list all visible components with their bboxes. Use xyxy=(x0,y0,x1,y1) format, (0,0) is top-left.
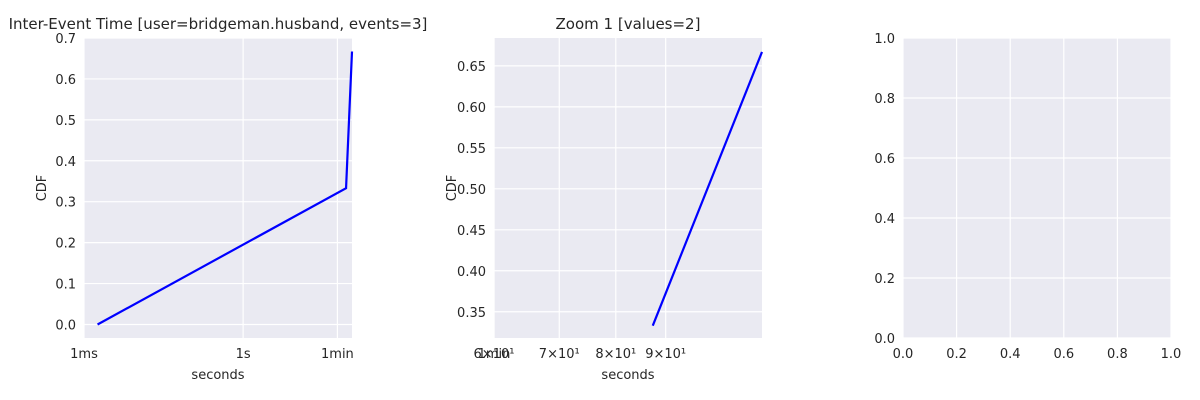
cdf-line xyxy=(97,51,354,326)
x-tick-label: 1.0 xyxy=(1161,347,1182,362)
subplot: 0.0 0.2 0.4 0.6 0.8 1.0 0.0 0.2 0.4 0.6 0.8 1.0 xyxy=(874,32,1181,362)
plot-background xyxy=(494,38,762,338)
y-tick-label: 0.6 xyxy=(874,152,895,167)
chart-title: Zoom 1 [values=2] xyxy=(556,15,701,33)
y-tick-label: 0.0 xyxy=(55,318,76,333)
x-tick-label: 7×10¹ xyxy=(539,347,580,362)
y-tick-label: 0.45 xyxy=(457,224,486,239)
y-tick-label: 0.5 xyxy=(55,114,76,129)
x-tick-label: 6×10¹ xyxy=(474,347,515,362)
y-tick-label: 0.2 xyxy=(55,237,76,252)
x-tick-label: 0.8 xyxy=(1107,347,1128,362)
x-tick-label: 0.0 xyxy=(893,347,914,362)
x-axis-label: seconds xyxy=(601,368,654,383)
y-tick-label: 0.35 xyxy=(457,306,486,321)
x-tick-label: 0.6 xyxy=(1053,347,1074,362)
x-tick-label: 1ms xyxy=(70,347,98,362)
subplot: 0.0 0.1 0.2 0.3 0.4 0.5 0.6 0.7 1ms 1s 1min Inter-E… xyxy=(9,15,428,383)
y-tick-label: 0.55 xyxy=(457,142,486,157)
x-tick-label: 9×10¹ xyxy=(645,347,686,362)
y-tick-label: 0.65 xyxy=(457,60,486,75)
x-tick-label: 0.4 xyxy=(1000,347,1021,362)
x-tick-label: 1min xyxy=(478,347,511,362)
y-tick-label: 0.4 xyxy=(874,212,895,227)
y-tick-label: 1.0 xyxy=(874,32,895,47)
y-tick-label: 0.8 xyxy=(874,92,895,107)
x-tick-label: 1min xyxy=(321,347,354,362)
x-tick-label: 1s xyxy=(236,347,251,362)
y-axis-label: CDF xyxy=(35,175,50,202)
x-tick-label: 8×10¹ xyxy=(595,347,636,362)
y-tick-label: 0.1 xyxy=(55,278,76,293)
y-tick-label: 0.6 xyxy=(55,73,76,88)
y-tick-label: 0.40 xyxy=(457,265,486,280)
cdf-line xyxy=(651,51,764,327)
y-tick-label: 0.4 xyxy=(55,155,76,170)
y-tick-label: 0.7 xyxy=(55,32,76,47)
plot-background xyxy=(903,38,1171,338)
x-axis-label: seconds xyxy=(191,368,244,383)
x-tick-label: 0.2 xyxy=(946,347,967,362)
y-tick-label: 0.3 xyxy=(55,196,76,211)
chart-title: Inter-Event Time [user=bridgeman.husband… xyxy=(9,15,428,33)
y-tick-label: 0.2 xyxy=(874,272,895,287)
y-tick-label: 0.50 xyxy=(457,183,486,198)
plot-background xyxy=(84,38,352,338)
y-tick-label: 0.60 xyxy=(457,101,486,116)
y-tick-label: 0.0 xyxy=(874,332,895,347)
y-axis-label: CDF xyxy=(445,175,460,202)
